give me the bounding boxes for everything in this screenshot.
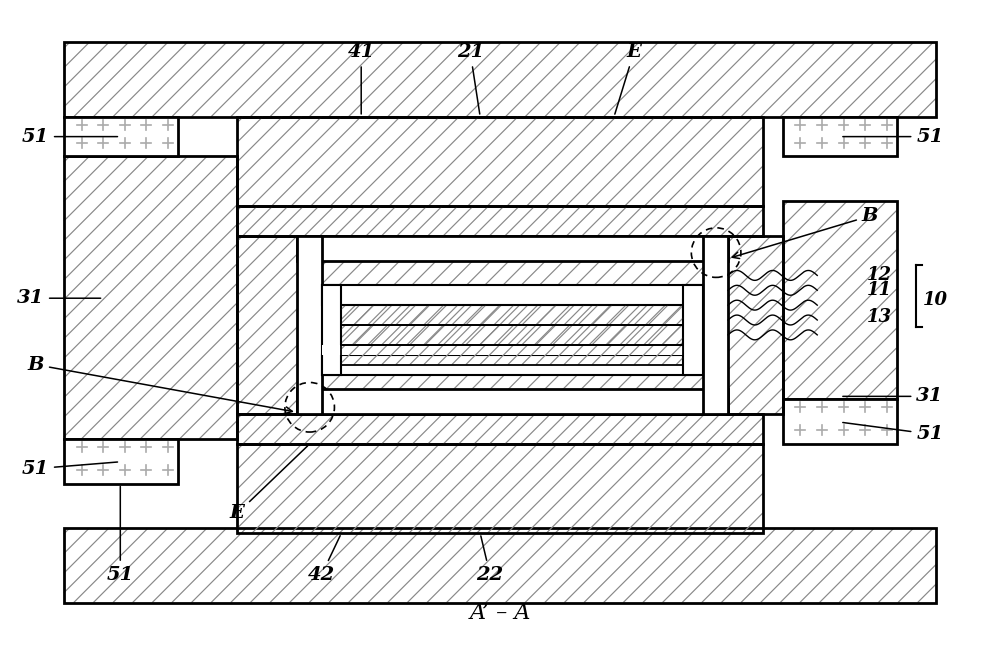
Bar [703, 236, 728, 414]
Bar [783, 399, 897, 444]
Bar [237, 414, 763, 444]
Text: 51: 51 [107, 486, 134, 584]
Text: 13: 13 [867, 308, 892, 326]
Text: 11: 11 [867, 281, 892, 299]
Bar [237, 444, 763, 533]
Bar [322, 285, 703, 305]
Text: 10: 10 [923, 291, 948, 309]
Text: E: E [615, 43, 641, 114]
Bar [322, 345, 683, 355]
Bar [237, 236, 783, 414]
Bar [297, 236, 322, 414]
Bar [322, 355, 703, 375]
Bar [297, 390, 728, 414]
Bar [237, 206, 763, 236]
Bar [237, 117, 763, 206]
Text: 41: 41 [348, 43, 375, 114]
Text: 51: 51 [843, 422, 944, 443]
Bar [341, 345, 683, 364]
Text: 31: 31 [17, 289, 101, 307]
Text: 12: 12 [867, 266, 892, 284]
Text: E: E [230, 446, 308, 522]
Bar [783, 201, 897, 399]
Bar [683, 285, 703, 375]
Text: 31: 31 [843, 388, 944, 405]
Text: 22: 22 [476, 536, 504, 584]
Text: B: B [732, 207, 878, 259]
Text: B: B [27, 355, 292, 413]
Bar [64, 117, 178, 157]
Bar [341, 305, 683, 325]
Text: 51: 51 [22, 128, 118, 146]
Text: 42: 42 [308, 536, 340, 584]
Bar [297, 236, 728, 261]
Bar [322, 285, 341, 375]
Bar [783, 117, 897, 157]
Text: 51: 51 [843, 128, 944, 146]
Text: A’ – A: A’ – A [469, 602, 531, 624]
Text: 21: 21 [457, 43, 484, 114]
Bar [341, 325, 683, 345]
Bar [64, 439, 178, 484]
Text: 51: 51 [22, 460, 118, 478]
Bar [64, 43, 936, 117]
Bar [64, 157, 237, 439]
Bar [64, 528, 936, 602]
